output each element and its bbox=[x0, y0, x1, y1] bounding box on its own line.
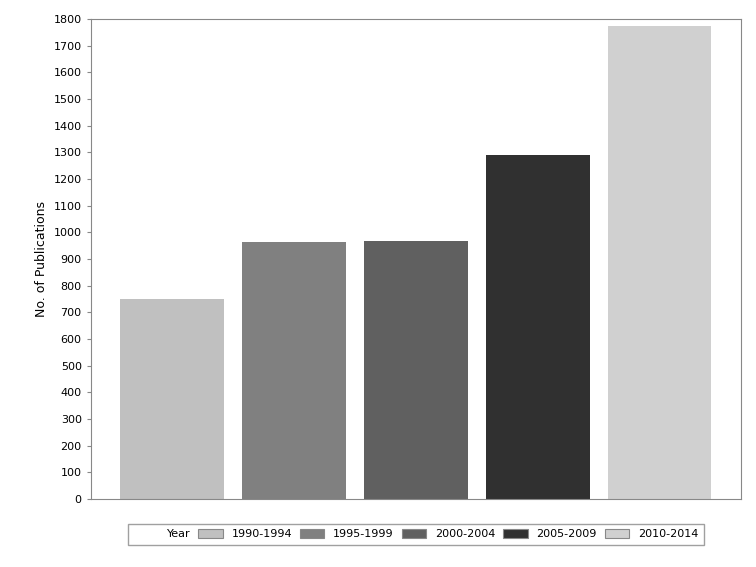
Bar bbox=[608, 26, 711, 499]
Legend: Year, 1990-1994, 1995-1999, 2000-2004, 2005-2009, 2010-2014: Year, 1990-1994, 1995-1999, 2000-2004, 2… bbox=[128, 524, 704, 545]
Bar bbox=[242, 242, 345, 499]
Bar bbox=[486, 155, 590, 499]
Y-axis label: No. of Publications: No. of Publications bbox=[35, 201, 48, 317]
Bar bbox=[364, 241, 468, 499]
Bar bbox=[120, 299, 224, 499]
